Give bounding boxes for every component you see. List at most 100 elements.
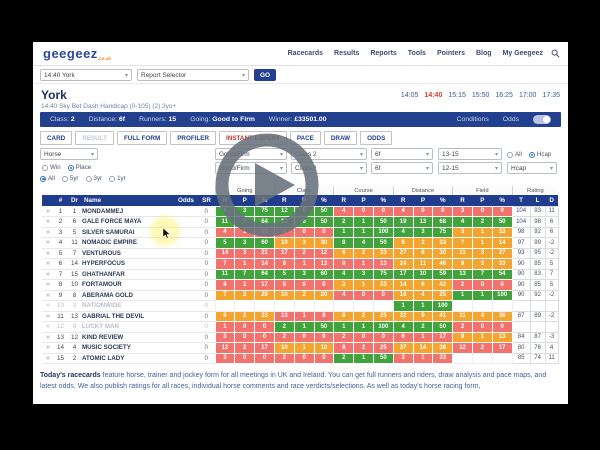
stat-cell-course: 8 (333, 258, 355, 270)
race-time-17-00[interactable]: 17:00 (518, 92, 537, 99)
stat-cell-distance: 33 (432, 352, 454, 364)
row-expander-icon[interactable]: » (42, 279, 54, 291)
filter-r2-select-hcap[interactable]: Hcap ▾ (507, 162, 557, 174)
row-expander-icon[interactable]: » (42, 321, 54, 333)
horse-name[interactable]: VENTUROUS (82, 248, 174, 259)
go-button[interactable]: GO (254, 69, 276, 81)
horse-name[interactable]: ATOMIC LADY (82, 353, 174, 364)
search-icon[interactable] (551, 49, 560, 58)
tab-odds[interactable]: ODDS (360, 131, 393, 145)
row-expander-icon[interactable]: » (42, 216, 54, 228)
sr-cell: 0 (198, 353, 216, 364)
stat-cell-field: 3 (452, 226, 473, 238)
race-time-14-05[interactable]: 14:05 (400, 92, 419, 99)
row-expander-icon[interactable]: » (42, 206, 54, 217)
tab-result[interactable]: RESULT (75, 131, 114, 145)
rating-cell: -3 (544, 331, 559, 343)
odds-cell (174, 332, 198, 343)
filter-r1-select-13-15[interactable]: 13-15 ▾ (438, 148, 502, 160)
report-select[interactable]: Report Selector ▾ (137, 69, 249, 81)
horse-name[interactable]: FORTAMOUR (82, 279, 174, 291)
stat-cell-class: 2 (273, 331, 295, 343)
horse-filter-select[interactable]: Horse ▾ (40, 148, 98, 160)
form-span-3yr[interactable]: 3yr (85, 175, 102, 182)
nav-item-blog[interactable]: Blog (475, 50, 492, 57)
horse-name[interactable]: LUCKY MAN (82, 321, 174, 333)
nav-item-results[interactable]: Results (334, 50, 360, 57)
race-time-16-25[interactable]: 16:25 (495, 92, 513, 99)
stat-cell-course: 4 (353, 237, 374, 249)
horse-name[interactable]: KIND REVIEW (82, 332, 174, 343)
horse-name[interactable]: MUSIC SOCIETY (82, 342, 174, 354)
stat-cell-going (214, 300, 236, 312)
horse-name[interactable]: MONDAMMEJ (82, 206, 174, 217)
stat-cell-field: 1 (471, 331, 493, 343)
horse-name[interactable]: GHATHANFAR (82, 269, 174, 280)
row-expander-icon[interactable]: » (42, 342, 54, 354)
horse-name[interactable]: NATIONWIDE (82, 300, 174, 312)
logo-suffix: .co.uk (97, 56, 111, 61)
geegeez-logo[interactable]: geegeez.co.uk (43, 46, 111, 61)
race-time-17-35[interactable]: 17:35 (542, 92, 560, 99)
horse-name[interactable]: ABERAMA GOLD (82, 290, 174, 301)
group-header-rating: Rating (511, 186, 559, 195)
stat-cell-distance: 50 (432, 321, 454, 333)
stat-cell-field: 0 (491, 321, 513, 333)
row-expander-icon[interactable]: » (42, 332, 54, 343)
draw-number: 15 (67, 269, 82, 280)
nav-item-reports[interactable]: Reports (370, 50, 397, 57)
race-select[interactable]: 14:40 York ▾ (40, 69, 132, 81)
row-expander-icon[interactable]: » (42, 269, 54, 280)
bet-type-win[interactable]: Win (42, 164, 61, 171)
col-header-r: R (274, 195, 295, 206)
sr-cell: 0 (198, 206, 216, 217)
filter-r1-radio-hcap[interactable]: Hcap (528, 151, 551, 158)
tab-draw[interactable]: DRAW (323, 131, 358, 145)
conditions-link[interactable]: Conditions (456, 116, 489, 123)
row-expander-icon[interactable]: » (42, 237, 54, 249)
draw-number: 3 (67, 300, 82, 312)
tab-profiler[interactable]: PROFILER (170, 131, 217, 145)
table-row: » 11 13 GABRIAL THE DEVIL 0 6 2 33 13 1 8 8 2 25 22 9 41… (42, 310, 559, 322)
table-row: » 5 7 VENTUROUS 0 14 3 21 17 2 12 6 2 33 27 8 30 11 3 27 93 9… (42, 247, 559, 259)
horse-name[interactable]: HYPERFOCUS (82, 258, 174, 270)
row-expander-icon[interactable]: » (42, 290, 54, 301)
horse-name[interactable]: GABRIAL THE DEVIL (82, 311, 174, 322)
filter-r1-radio-all[interactable]: All (507, 151, 522, 158)
odds-toggle[interactable] (533, 115, 551, 124)
stat-cell-field: 54 (491, 268, 513, 280)
stat-cell-course: 1 (353, 279, 374, 291)
row-expander-icon[interactable]: » (42, 311, 54, 322)
tab-card[interactable]: CARD (40, 131, 73, 145)
col-header-d: D (545, 195, 559, 206)
nav-item-racecards[interactable]: Racecards (287, 50, 324, 57)
race-time-15-50[interactable]: 15:50 (471, 92, 490, 99)
row-expander-icon[interactable]: » (42, 258, 54, 270)
row-expander-icon[interactable]: » (42, 248, 54, 259)
race-time-14-40[interactable]: 14:40 (424, 92, 443, 99)
horse-name[interactable]: GALE FORCE MAYA (82, 216, 174, 228)
nav-item-tools[interactable]: Tools (407, 50, 426, 57)
row-expander-icon[interactable]: » (42, 300, 54, 312)
form-span-all[interactable]: All (40, 175, 55, 182)
horse-name[interactable]: SILVER SAMURAI (82, 227, 174, 238)
tab-full-form[interactable]: FULL FORM (116, 131, 168, 145)
horse-name[interactable]: NOMADIC EMPIRE (82, 237, 174, 249)
filter-r2-select-6f[interactable]: 6f ▾ (371, 162, 433, 174)
col-header-sr: SR (198, 195, 216, 206)
stat-cell-field: 2 (452, 321, 473, 333)
bet-type-place[interactable]: Place (67, 164, 91, 171)
stat-cell-class: 8 (313, 310, 335, 322)
form-span-1yr[interactable]: 1yr (109, 175, 126, 182)
play-button[interactable] (213, 131, 321, 239)
form-span-5yr[interactable]: 5yr (61, 175, 79, 182)
row-expander-icon[interactable]: » (42, 353, 54, 364)
filter-r1-select-6f[interactable]: 6f ▾ (371, 148, 433, 160)
nav-item-my-geegeez[interactable]: My Geegeez (502, 50, 543, 57)
tab-pace[interactable]: PACE (289, 131, 321, 145)
filter-r2-select-12-15[interactable]: 12-15 ▾ (438, 162, 502, 174)
row-expander-icon[interactable]: » (42, 227, 54, 238)
nav-item-pointers[interactable]: Pointers (436, 50, 465, 57)
race-time-15-15[interactable]: 15:15 (448, 92, 466, 99)
